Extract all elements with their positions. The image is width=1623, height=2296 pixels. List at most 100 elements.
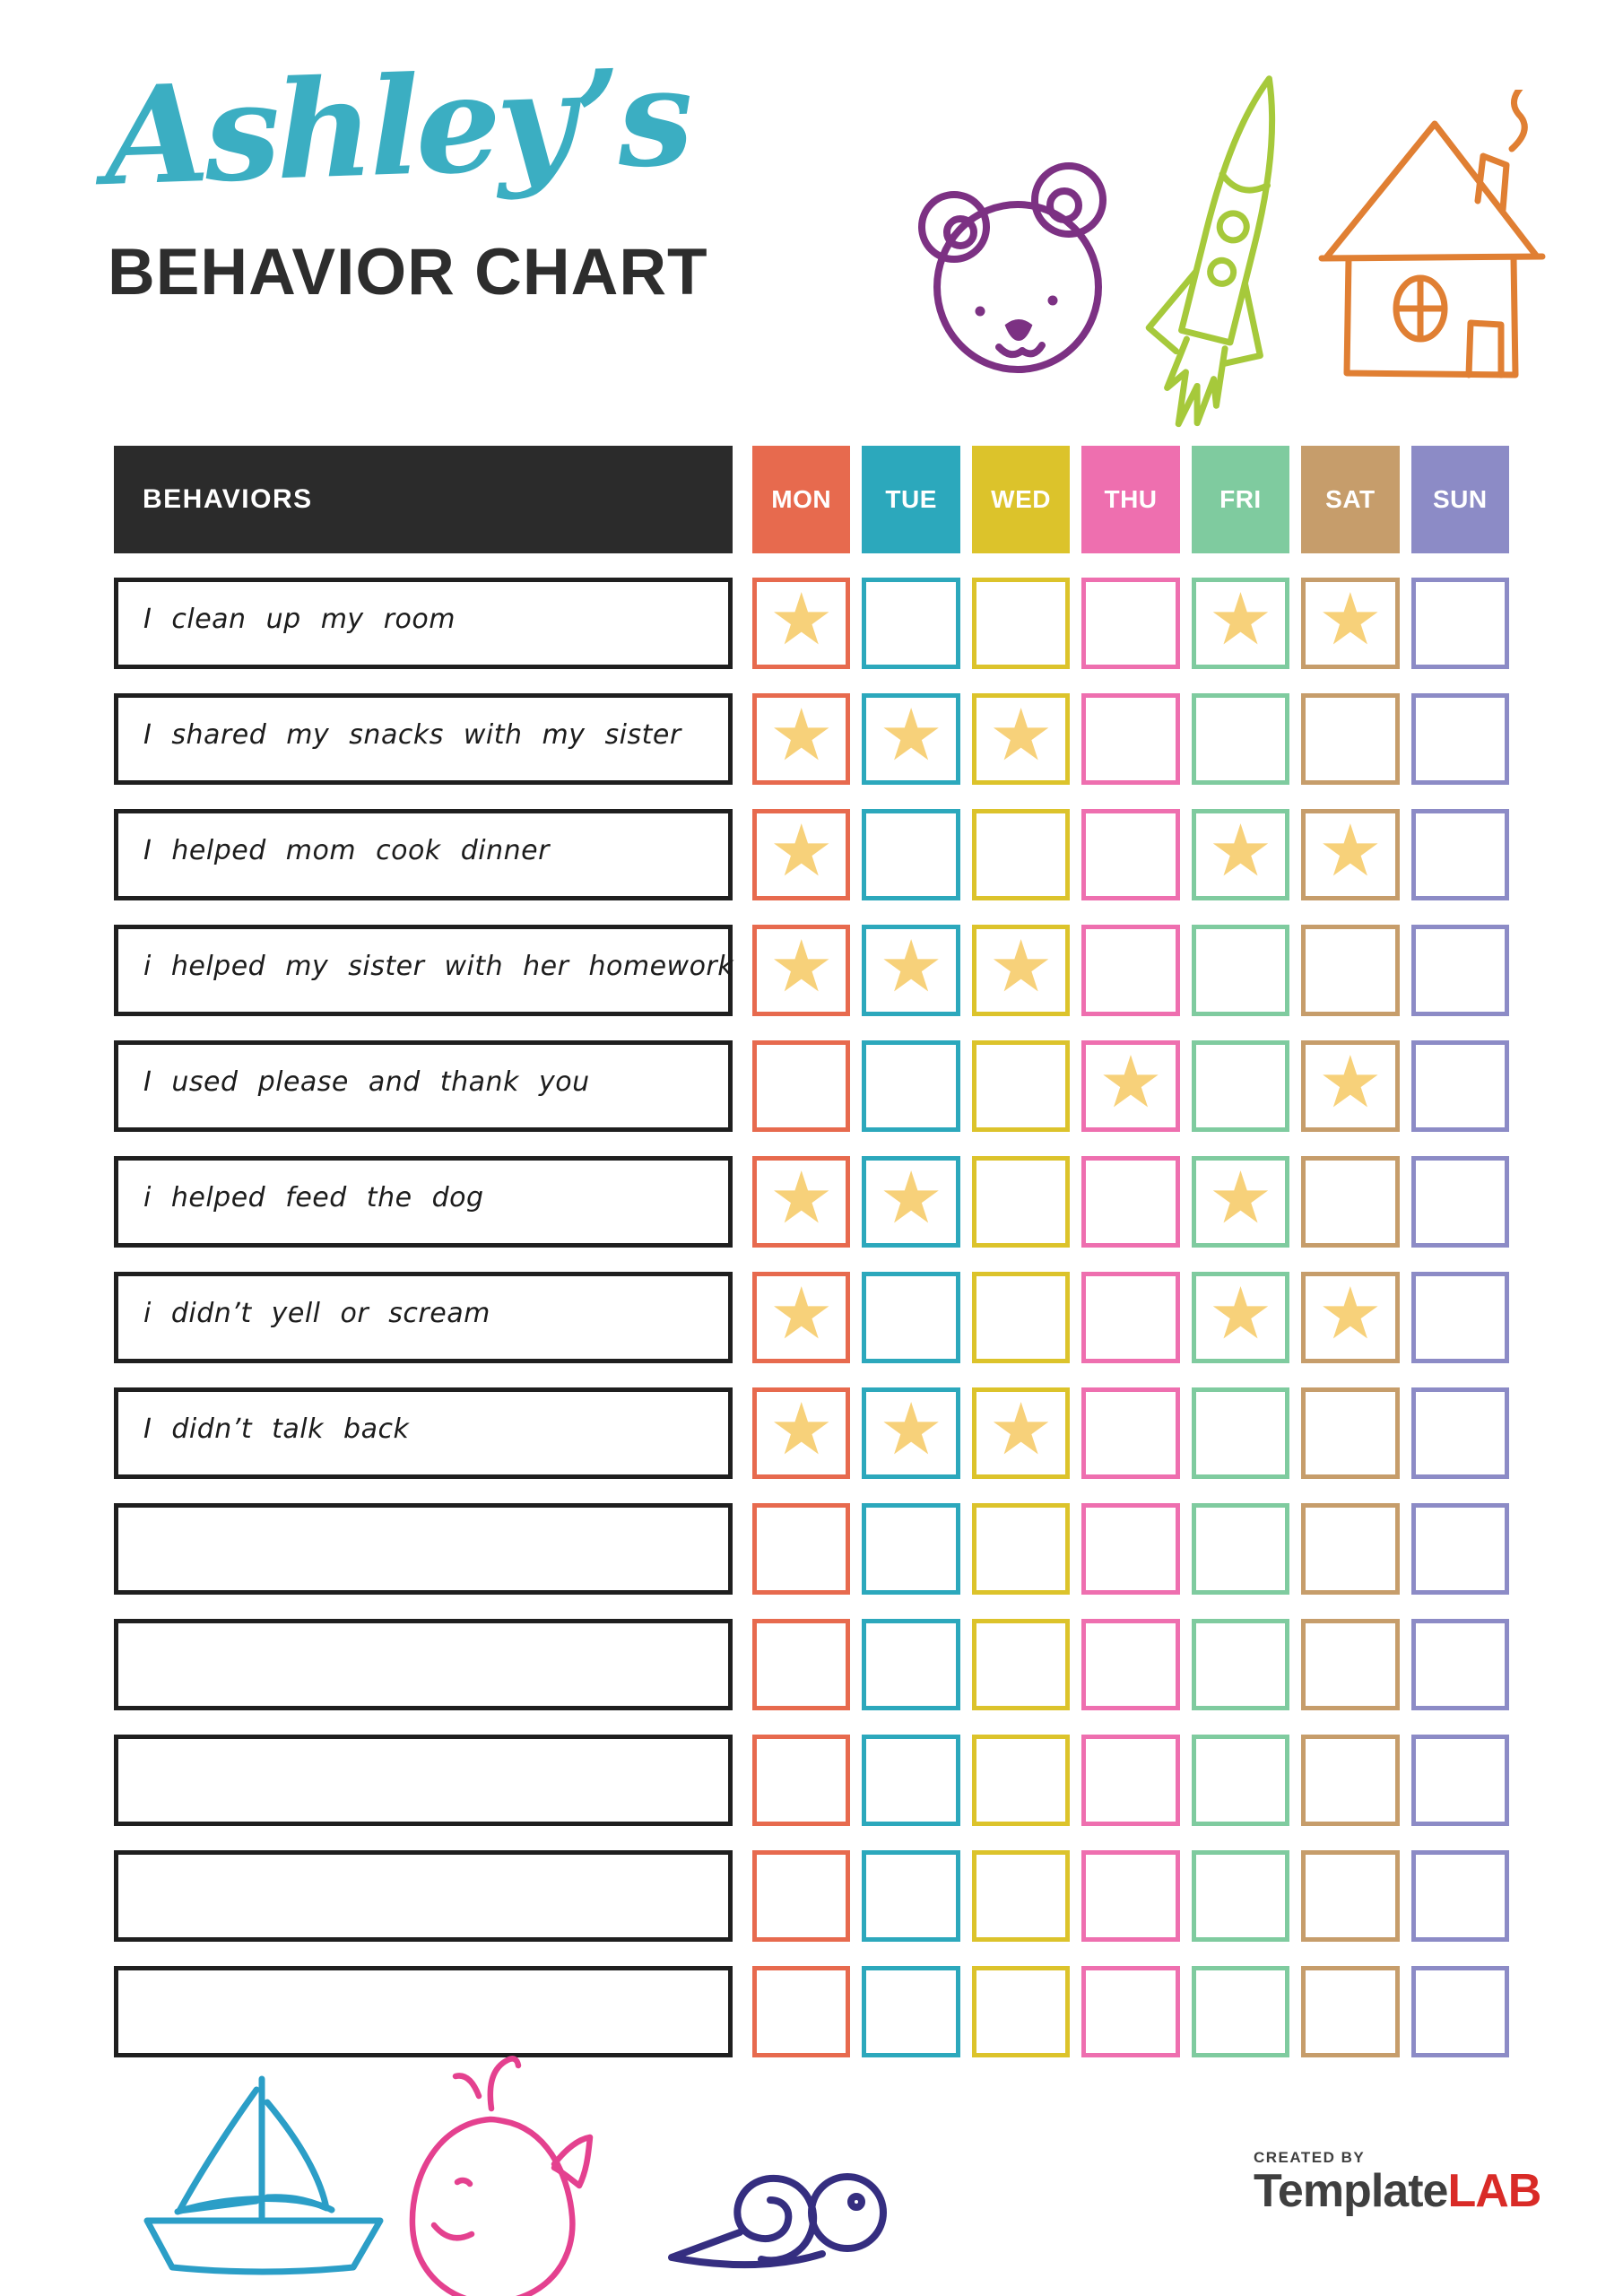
star-cell-row3-thu[interactable] [1081, 809, 1180, 900]
star-cell-row11-sun[interactable] [1410, 1735, 1509, 1826]
star-cell-row12-mon[interactable] [752, 1850, 851, 1942]
star-cell-row8-fri[interactable] [1191, 1387, 1290, 1479]
behavior-row-7-label-box[interactable]: i didn’t yell or scream [114, 1272, 733, 1363]
star-cell-row6-mon[interactable]: ★ [752, 1156, 851, 1248]
star-cell-row11-mon[interactable] [752, 1735, 851, 1826]
star-cell-row2-sun[interactable] [1410, 693, 1509, 785]
star-cell-row5-sat[interactable]: ★ [1301, 1040, 1400, 1132]
behavior-row-9-label-box[interactable] [114, 1503, 733, 1595]
star-cell-row4-mon[interactable]: ★ [752, 925, 851, 1016]
star-cell-row2-tue[interactable]: ★ [862, 693, 960, 785]
star-cell-row4-sat[interactable] [1301, 925, 1400, 1016]
star-cell-row3-sun[interactable] [1410, 809, 1509, 900]
star-cell-row3-tue[interactable] [862, 809, 960, 900]
behavior-row-13-label-box[interactable] [114, 1966, 733, 2057]
star-cell-row4-thu[interactable] [1081, 925, 1180, 1016]
star-cell-row6-sat[interactable] [1301, 1156, 1400, 1248]
star-cell-row6-fri[interactable]: ★ [1191, 1156, 1290, 1248]
star-cell-row13-fri[interactable] [1191, 1966, 1290, 2057]
star-cell-row7-wed[interactable] [971, 1272, 1071, 1363]
star-cell-row2-wed[interactable]: ★ [971, 693, 1071, 785]
star-cell-row5-wed[interactable] [971, 1040, 1071, 1132]
star-cell-row4-fri[interactable] [1191, 925, 1290, 1016]
behavior-row-8-label-box[interactable]: I didn’t talk back [114, 1387, 733, 1479]
star-cell-row7-mon[interactable]: ★ [752, 1272, 851, 1363]
behavior-row-6-label-box[interactable]: i helped feed the dog [114, 1156, 733, 1248]
star-cell-row4-tue[interactable]: ★ [862, 925, 960, 1016]
star-cell-row6-sun[interactable] [1410, 1156, 1509, 1248]
star-cell-row7-fri[interactable]: ★ [1191, 1272, 1290, 1363]
star-cell-row9-sat[interactable] [1301, 1503, 1400, 1595]
star-cell-row12-tue[interactable] [862, 1850, 960, 1942]
star-cell-row10-wed[interactable] [971, 1619, 1071, 1710]
star-cell-row9-fri[interactable] [1191, 1503, 1290, 1595]
star-cell-row8-sat[interactable] [1301, 1387, 1400, 1479]
star-cell-row10-thu[interactable] [1081, 1619, 1180, 1710]
star-cell-row5-mon[interactable] [752, 1040, 851, 1132]
star-cell-row7-sun[interactable] [1410, 1272, 1509, 1363]
star-cell-row10-fri[interactable] [1191, 1619, 1290, 1710]
star-cell-row2-mon[interactable]: ★ [752, 693, 851, 785]
star-cell-row11-thu[interactable] [1081, 1735, 1180, 1826]
star-cell-row12-wed[interactable] [971, 1850, 1071, 1942]
star-cell-row13-tue[interactable] [862, 1966, 960, 2057]
star-cell-row13-wed[interactable] [971, 1966, 1071, 2057]
star-cell-row4-wed[interactable]: ★ [971, 925, 1071, 1016]
star-cell-row9-thu[interactable] [1081, 1503, 1180, 1595]
star-cell-row1-thu[interactable] [1081, 578, 1180, 669]
star-cell-row1-mon[interactable]: ★ [752, 578, 851, 669]
behavior-row-11-label-box[interactable] [114, 1735, 733, 1826]
star-cell-row12-sat[interactable] [1301, 1850, 1400, 1942]
star-cell-row12-sun[interactable] [1410, 1850, 1509, 1942]
star-cell-row2-thu[interactable] [1081, 693, 1180, 785]
behavior-row-12-label-box[interactable] [114, 1850, 733, 1942]
star-cell-row11-sat[interactable] [1301, 1735, 1400, 1826]
star-cell-row9-wed[interactable] [971, 1503, 1071, 1595]
star-cell-row1-wed[interactable] [971, 578, 1071, 669]
star-cell-row8-tue[interactable]: ★ [862, 1387, 960, 1479]
star-cell-row3-wed[interactable] [971, 809, 1071, 900]
star-cell-row3-mon[interactable]: ★ [752, 809, 851, 900]
star-cell-row1-sat[interactable]: ★ [1301, 578, 1400, 669]
star-cell-row3-fri[interactable]: ★ [1191, 809, 1290, 900]
behavior-row-4-label-box[interactable]: i helped my sister with her homework [114, 925, 733, 1016]
star-cell-row10-sat[interactable] [1301, 1619, 1400, 1710]
behavior-row-3-label-box[interactable]: I helped mom cook dinner [114, 809, 733, 900]
star-cell-row5-thu[interactable]: ★ [1081, 1040, 1180, 1132]
star-cell-row13-sat[interactable] [1301, 1966, 1400, 2057]
star-cell-row6-thu[interactable] [1081, 1156, 1180, 1248]
star-cell-row3-sat[interactable]: ★ [1301, 809, 1400, 900]
star-cell-row13-mon[interactable] [752, 1966, 851, 2057]
star-cell-row9-tue[interactable] [862, 1503, 960, 1595]
star-cell-row1-tue[interactable] [862, 578, 960, 669]
star-cell-row8-sun[interactable] [1410, 1387, 1509, 1479]
star-cell-row5-sun[interactable] [1410, 1040, 1509, 1132]
star-cell-row4-sun[interactable] [1410, 925, 1509, 1016]
behavior-row-5-label-box[interactable]: I used please and thank you [114, 1040, 733, 1132]
star-cell-row13-sun[interactable] [1410, 1966, 1509, 2057]
star-cell-row11-fri[interactable] [1191, 1735, 1290, 1826]
star-cell-row10-tue[interactable] [862, 1619, 960, 1710]
star-cell-row1-fri[interactable]: ★ [1191, 578, 1290, 669]
star-cell-row5-tue[interactable] [862, 1040, 960, 1132]
star-cell-row8-mon[interactable]: ★ [752, 1387, 851, 1479]
star-cell-row7-thu[interactable] [1081, 1272, 1180, 1363]
star-cell-row2-fri[interactable] [1191, 693, 1290, 785]
star-cell-row8-wed[interactable]: ★ [971, 1387, 1071, 1479]
star-cell-row2-sat[interactable] [1301, 693, 1400, 785]
behavior-row-10-label-box[interactable] [114, 1619, 733, 1710]
star-cell-row11-tue[interactable] [862, 1735, 960, 1826]
star-cell-row11-wed[interactable] [971, 1735, 1071, 1826]
star-cell-row6-tue[interactable]: ★ [862, 1156, 960, 1248]
star-cell-row8-thu[interactable] [1081, 1387, 1180, 1479]
star-cell-row9-mon[interactable] [752, 1503, 851, 1595]
star-cell-row12-thu[interactable] [1081, 1850, 1180, 1942]
star-cell-row7-sat[interactable]: ★ [1301, 1272, 1400, 1363]
behavior-row-2-label-box[interactable]: I shared my snacks with my sister [114, 693, 733, 785]
star-cell-row5-fri[interactable] [1191, 1040, 1290, 1132]
star-cell-row9-sun[interactable] [1410, 1503, 1509, 1595]
star-cell-row6-wed[interactable] [971, 1156, 1071, 1248]
behavior-row-1-label-box[interactable]: I clean up my room [114, 578, 733, 669]
star-cell-row13-thu[interactable] [1081, 1966, 1180, 2057]
star-cell-row10-sun[interactable] [1410, 1619, 1509, 1710]
